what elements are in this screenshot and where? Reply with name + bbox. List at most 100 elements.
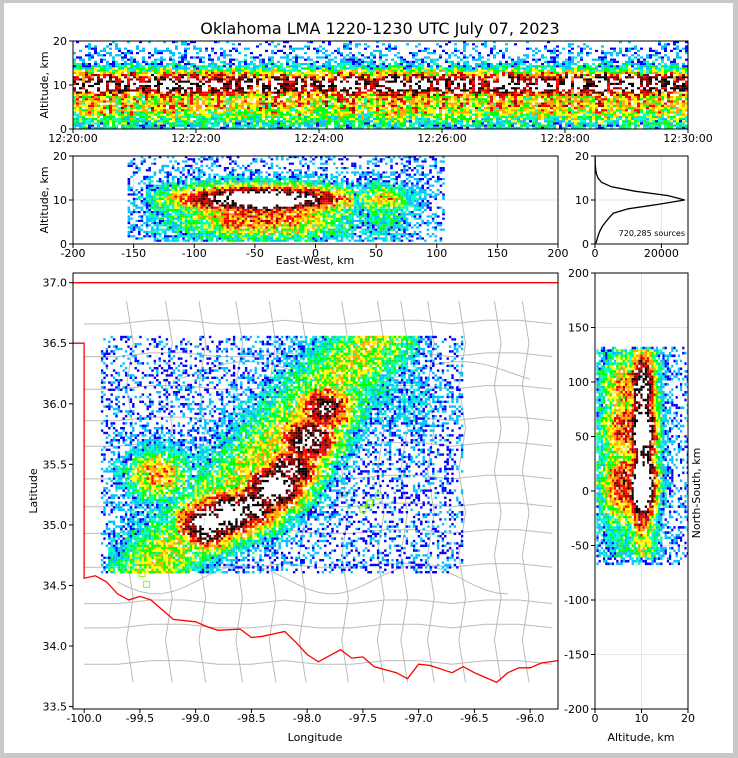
density-cell xyxy=(88,115,91,118)
density-cell xyxy=(502,113,505,116)
density-cell xyxy=(178,69,181,72)
density-cell xyxy=(199,98,202,101)
density-cell xyxy=(280,93,283,96)
density-cell xyxy=(295,118,298,121)
density-cell xyxy=(550,78,553,81)
density-cell xyxy=(436,100,439,103)
density-cell xyxy=(349,87,352,90)
density-cell xyxy=(553,60,556,63)
density-cell xyxy=(235,120,238,123)
density-cell xyxy=(265,113,268,116)
density-cell xyxy=(214,69,217,72)
density-cell xyxy=(184,67,187,70)
density-cell xyxy=(85,74,88,77)
density-cell xyxy=(298,104,301,107)
density-cell xyxy=(466,67,469,70)
density-cell xyxy=(523,60,526,63)
density-cell xyxy=(265,87,268,90)
density-cell xyxy=(112,69,115,72)
density-cell xyxy=(355,104,358,107)
density-cell xyxy=(160,104,163,107)
density-cell xyxy=(454,96,457,99)
density-cell xyxy=(349,82,352,85)
density-cell xyxy=(139,85,142,88)
density-cell xyxy=(400,76,403,79)
density-cell xyxy=(172,63,175,66)
density-cell xyxy=(289,76,292,79)
density-cell xyxy=(313,47,316,50)
density-cell xyxy=(373,104,376,107)
density-cell xyxy=(202,65,205,68)
density-cell xyxy=(310,111,313,114)
density-cell xyxy=(217,104,220,107)
density-cell xyxy=(352,118,355,121)
density-cell xyxy=(133,96,136,99)
density-cell xyxy=(532,85,535,88)
density-cell xyxy=(97,82,100,85)
density-cell xyxy=(424,89,427,92)
density-cell xyxy=(478,102,481,105)
density-cell xyxy=(511,65,514,68)
density-cell xyxy=(262,113,265,116)
density-cell xyxy=(76,87,79,90)
density-cell xyxy=(547,102,550,105)
density-cell xyxy=(172,111,175,114)
density-cell xyxy=(79,63,82,66)
density-cell xyxy=(319,98,322,101)
density-cell xyxy=(409,67,412,70)
density-cell xyxy=(346,100,349,103)
density-cell xyxy=(280,56,283,59)
density-cell xyxy=(289,82,292,85)
density-cell xyxy=(343,120,346,123)
density-cell xyxy=(484,60,487,63)
density-cell xyxy=(157,93,160,96)
density-cell xyxy=(247,91,250,94)
density-cell xyxy=(316,93,319,96)
density-cell xyxy=(127,80,130,83)
density-cell xyxy=(436,124,439,127)
density-cell xyxy=(298,126,301,129)
density-cell xyxy=(286,109,289,112)
density-cell xyxy=(271,63,274,66)
density-cell xyxy=(154,109,157,112)
density-cell xyxy=(529,89,532,92)
density-cell xyxy=(466,76,469,79)
density-cell xyxy=(112,85,115,88)
density-cell xyxy=(79,107,82,110)
density-cell xyxy=(526,113,529,116)
density-cell xyxy=(301,74,304,77)
density-cell xyxy=(532,78,535,81)
density-cell xyxy=(511,85,514,88)
density-cell xyxy=(523,69,526,72)
density-cell xyxy=(460,78,463,81)
density-cell xyxy=(184,54,187,57)
density-cell xyxy=(412,87,415,90)
density-cell xyxy=(319,109,322,112)
density-cell xyxy=(103,85,106,88)
density-cell xyxy=(499,104,502,107)
density-cell xyxy=(145,120,148,123)
density-cell xyxy=(379,100,382,103)
density-cell xyxy=(448,118,451,121)
density-cell xyxy=(139,100,142,103)
density-cell xyxy=(121,89,124,92)
density-cell xyxy=(124,76,127,79)
density-cell xyxy=(541,63,544,66)
density-cell xyxy=(520,87,523,90)
density-cell xyxy=(337,69,340,72)
density-cell xyxy=(430,120,433,123)
density-cell xyxy=(202,102,205,105)
density-cell xyxy=(496,126,499,129)
density-cell xyxy=(496,102,499,105)
density-cell xyxy=(109,76,112,79)
density-cell xyxy=(229,60,232,63)
density-cell xyxy=(316,85,319,88)
density-cell xyxy=(406,98,409,101)
density-cell xyxy=(544,113,547,116)
density-cell xyxy=(376,89,379,92)
density-cell xyxy=(496,115,499,118)
density-cell xyxy=(181,82,184,85)
density-cell xyxy=(388,47,391,50)
density-cell xyxy=(559,93,562,96)
density-cell xyxy=(238,120,241,123)
